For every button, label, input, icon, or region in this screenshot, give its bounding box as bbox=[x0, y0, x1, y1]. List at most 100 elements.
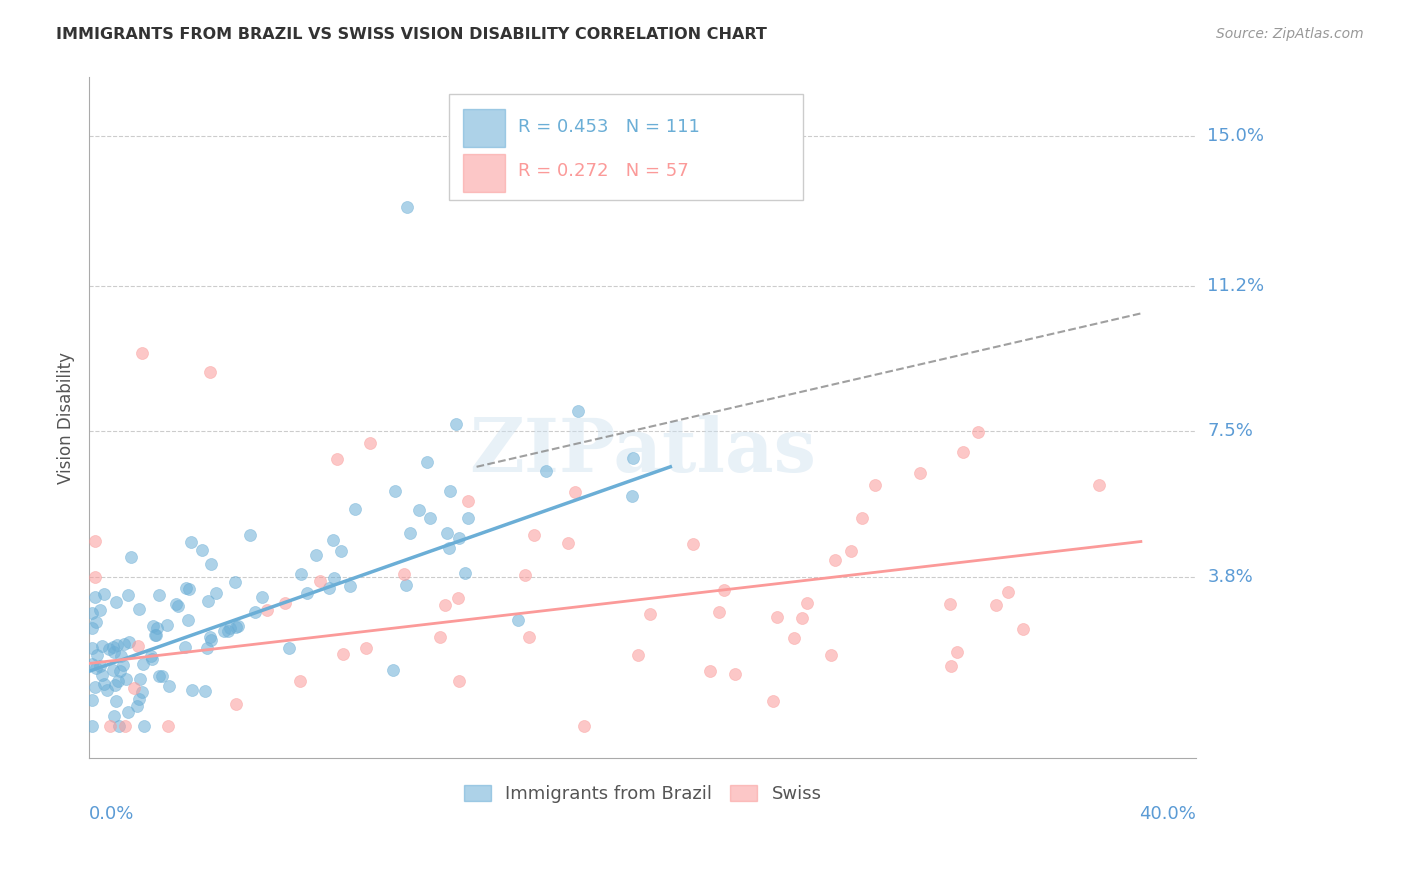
Point bbox=[766, 609, 789, 624]
Point bbox=[699, 664, 721, 678]
Point bbox=[792, 611, 814, 625]
Point bbox=[177, 613, 200, 627]
Point bbox=[394, 578, 416, 592]
Point bbox=[96, 683, 118, 698]
Point bbox=[90, 639, 112, 653]
Text: IMMIGRANTS FROM BRAZIL VS SWISS VISION DISABILITY CORRELATION CHART: IMMIGRANTS FROM BRAZIL VS SWISS VISION D… bbox=[56, 27, 768, 42]
Point bbox=[83, 680, 105, 694]
Text: 15.0%: 15.0% bbox=[1208, 128, 1264, 145]
Point bbox=[224, 575, 246, 590]
Point bbox=[986, 599, 1008, 613]
Point bbox=[534, 464, 557, 478]
Point bbox=[863, 478, 886, 492]
Point bbox=[762, 694, 785, 708]
Point bbox=[98, 641, 121, 656]
Point bbox=[277, 640, 299, 655]
Point bbox=[436, 525, 458, 540]
Point bbox=[86, 648, 108, 662]
Point bbox=[191, 543, 214, 558]
Point bbox=[110, 648, 132, 663]
Point bbox=[322, 533, 344, 547]
Point bbox=[205, 586, 228, 600]
Point bbox=[523, 527, 546, 541]
Point bbox=[84, 660, 107, 674]
Point bbox=[112, 637, 135, 651]
Point bbox=[290, 566, 312, 581]
Point bbox=[682, 537, 704, 551]
Point bbox=[157, 719, 180, 733]
Point bbox=[128, 692, 150, 706]
Point bbox=[910, 466, 932, 480]
Point bbox=[967, 425, 990, 439]
Text: ZIPatlas: ZIPatlas bbox=[470, 415, 815, 488]
Text: 7.5%: 7.5% bbox=[1208, 423, 1253, 441]
Point bbox=[103, 709, 125, 723]
Text: R = 0.453   N = 111: R = 0.453 N = 111 bbox=[517, 118, 699, 136]
Point bbox=[359, 436, 381, 450]
Point bbox=[394, 566, 416, 581]
Text: 40.0%: 40.0% bbox=[1139, 805, 1197, 823]
Point bbox=[103, 645, 125, 659]
Text: 11.2%: 11.2% bbox=[1208, 277, 1264, 295]
FancyBboxPatch shape bbox=[464, 154, 505, 192]
Point bbox=[118, 635, 141, 649]
Point bbox=[131, 345, 153, 359]
Point bbox=[447, 591, 470, 606]
Point bbox=[939, 659, 962, 673]
Point bbox=[80, 621, 103, 635]
Point bbox=[115, 673, 138, 687]
Text: R = 0.272   N = 57: R = 0.272 N = 57 bbox=[517, 162, 689, 180]
Point bbox=[148, 669, 170, 683]
Point bbox=[200, 557, 222, 571]
Point bbox=[225, 619, 247, 633]
Point bbox=[820, 648, 842, 663]
Point bbox=[176, 581, 198, 595]
Point bbox=[1088, 478, 1111, 492]
Point bbox=[105, 595, 128, 609]
Point bbox=[146, 620, 169, 634]
Point bbox=[139, 648, 162, 663]
Point bbox=[997, 584, 1019, 599]
Point bbox=[519, 630, 541, 644]
Point bbox=[212, 624, 235, 639]
Point bbox=[952, 445, 974, 459]
Point bbox=[382, 663, 405, 677]
Point bbox=[564, 485, 586, 500]
Text: 0.0%: 0.0% bbox=[89, 805, 135, 823]
Point bbox=[93, 677, 115, 691]
Point bbox=[165, 597, 187, 611]
Point bbox=[332, 647, 354, 661]
Point bbox=[344, 502, 367, 516]
Point bbox=[104, 678, 127, 692]
Point bbox=[796, 596, 818, 610]
Point bbox=[513, 568, 536, 582]
Point bbox=[329, 543, 352, 558]
Point bbox=[132, 657, 155, 672]
Point bbox=[166, 599, 188, 613]
Legend: Immigrants from Brazil, Swiss: Immigrants from Brazil, Swiss bbox=[457, 777, 830, 810]
Point bbox=[449, 531, 471, 545]
Point bbox=[256, 603, 278, 617]
Point bbox=[84, 534, 107, 549]
Point bbox=[225, 697, 247, 711]
Point bbox=[125, 698, 148, 713]
Point bbox=[84, 615, 107, 629]
Point bbox=[946, 645, 969, 659]
Point bbox=[783, 631, 806, 645]
Point bbox=[145, 628, 167, 642]
Point bbox=[80, 641, 103, 656]
Point bbox=[181, 682, 204, 697]
Point bbox=[851, 511, 873, 525]
Point bbox=[429, 630, 451, 644]
Point bbox=[194, 684, 217, 698]
Point bbox=[131, 685, 153, 699]
Point bbox=[111, 658, 134, 673]
Point bbox=[117, 588, 139, 602]
Point bbox=[453, 566, 475, 581]
Point bbox=[173, 640, 195, 654]
Point bbox=[288, 674, 311, 689]
Point bbox=[305, 548, 328, 562]
Point bbox=[713, 582, 735, 597]
Point bbox=[90, 668, 112, 682]
Point bbox=[339, 579, 361, 593]
